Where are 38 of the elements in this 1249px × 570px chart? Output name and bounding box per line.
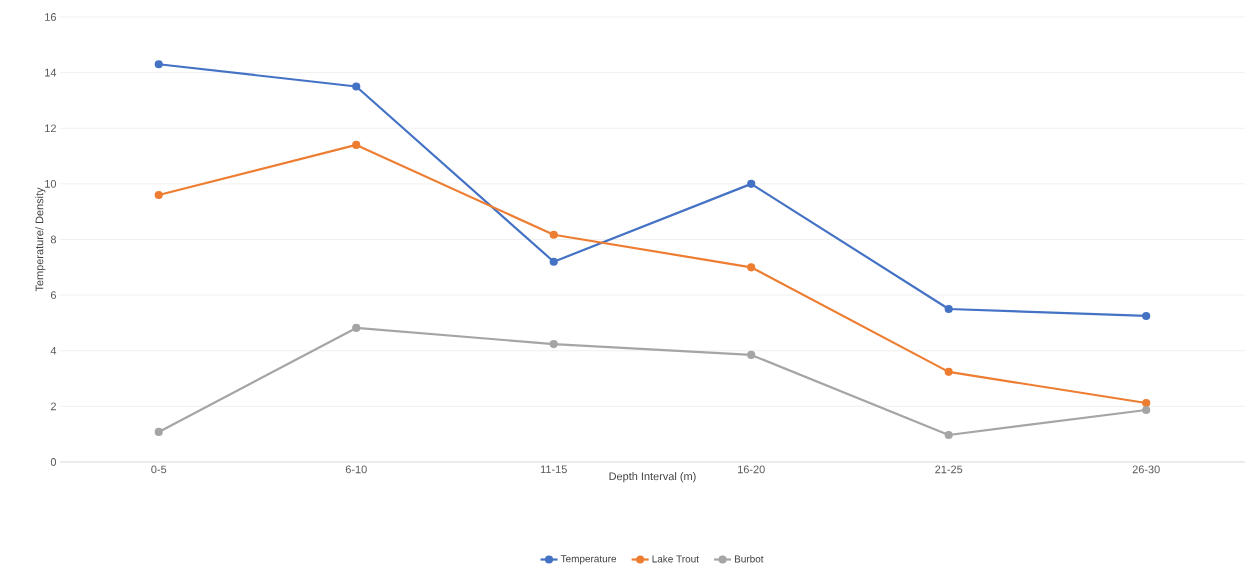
x-tick-label: 0-5 — [151, 465, 167, 474]
point — [549, 230, 558, 239]
point — [944, 304, 953, 314]
point — [154, 190, 163, 200]
y-tick-label: 0 — [50, 458, 57, 466]
point — [154, 60, 163, 69]
y-tick-label: 4 — [50, 346, 57, 355]
point — [352, 323, 361, 333]
x-tick-label: 16-20 — [738, 465, 765, 474]
y-tick-label: 12 — [45, 124, 56, 133]
x-tick-label: 11-15 — [540, 465, 567, 474]
point — [944, 430, 953, 440]
y-tick-label: 16 — [45, 13, 56, 21]
x-tick-label: 26-30 — [1132, 465, 1160, 474]
legend-label: Lake Trout — [652, 555, 699, 563]
point — [747, 263, 756, 272]
point — [352, 82, 361, 91]
point — [944, 367, 953, 376]
point — [352, 140, 361, 150]
y-tick-label: 10 — [45, 179, 57, 188]
x-tick-label: 6-10 — [345, 465, 367, 474]
point — [549, 257, 558, 266]
legend-label: Burbot — [734, 555, 764, 563]
x-tick-label: 21-25 — [935, 465, 963, 474]
point — [747, 179, 756, 188]
point — [1142, 398, 1151, 408]
y-tick-label: 8 — [50, 235, 56, 244]
x-axis-title: Depth Interval (m) — [609, 472, 696, 483]
point — [1142, 405, 1151, 415]
y-tick-label: 2 — [50, 402, 56, 411]
point — [1142, 311, 1151, 321]
point — [154, 427, 163, 437]
y-tick-label: 6 — [50, 291, 56, 299]
point — [549, 339, 558, 349]
legend-label: Temperature — [560, 555, 617, 565]
y-axis-title: Temperature/ Density — [35, 187, 46, 292]
y-tick-label: 14 — [45, 68, 57, 77]
point — [747, 350, 756, 359]
